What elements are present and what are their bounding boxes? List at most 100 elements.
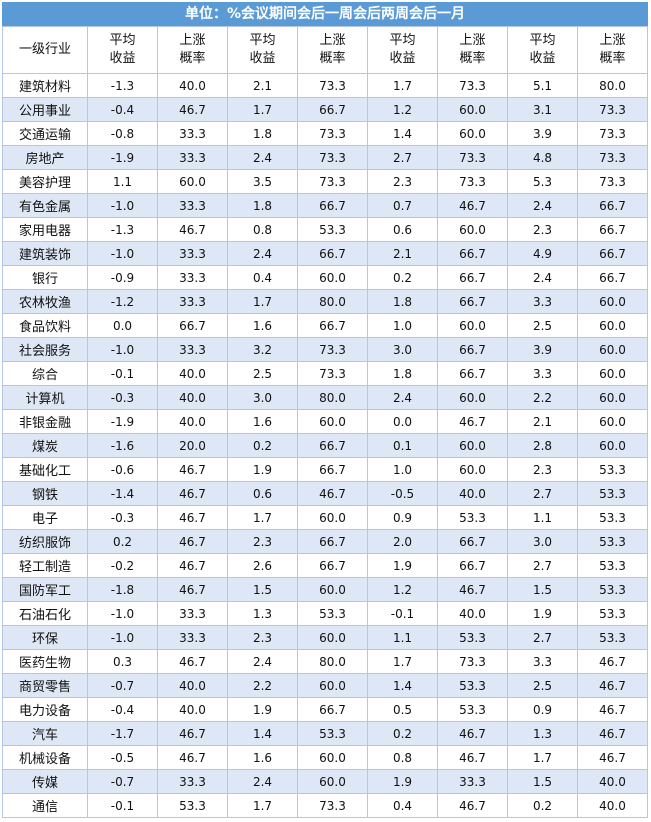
value-cell: 46.7 — [437, 793, 508, 818]
value-cell: 2.3 — [367, 169, 438, 194]
value-cell: 33.3 — [157, 769, 228, 794]
header-cell: 平均 收益 — [87, 26, 158, 74]
value-cell: -1.3 — [87, 217, 158, 242]
header-cell: 平均 收益 — [367, 26, 438, 74]
value-cell: 2.1 — [227, 73, 298, 98]
value-cell: 60.0 — [437, 97, 508, 122]
industry-name: 基础化工 — [2, 457, 88, 482]
value-cell: 46.7 — [437, 721, 508, 746]
header-row: 一级行业 平均 收益 上涨 概率 平均 收益 上涨 概率 平均 收益 上涨 概率 平均 收益 … — [2, 26, 648, 74]
value-cell: 2.4 — [507, 193, 578, 218]
industry-name: 家用电器 — [2, 217, 88, 242]
header-cell: 上涨 概率 — [297, 26, 368, 74]
value-cell: 80.0 — [297, 649, 368, 674]
industry-name: 社会服务 — [2, 337, 88, 362]
industry-name: 通信 — [2, 793, 88, 818]
value-cell: 53.3 — [577, 577, 648, 602]
value-cell: -1.0 — [87, 193, 158, 218]
value-cell: 60.0 — [577, 409, 648, 434]
industry-name: 公用事业 — [2, 97, 88, 122]
value-cell: 3.0 — [367, 337, 438, 362]
industry-name: 煤炭 — [2, 433, 88, 458]
industry-name: 钢铁 — [2, 481, 88, 506]
value-cell: 2.1 — [507, 409, 578, 434]
value-cell: 80.0 — [297, 385, 368, 410]
value-cell: 60.0 — [297, 745, 368, 770]
value-cell: 0.2 — [87, 529, 158, 554]
value-cell: 3.9 — [507, 121, 578, 146]
value-cell: 0.1 — [367, 433, 438, 458]
value-cell: 46.7 — [297, 481, 368, 506]
value-cell: 2.4 — [227, 649, 298, 674]
value-cell: -1.0 — [87, 337, 158, 362]
value-cell: 80.0 — [297, 289, 368, 314]
value-cell: 73.3 — [437, 145, 508, 170]
value-cell: 66.7 — [437, 553, 508, 578]
value-cell: 0.6 — [367, 217, 438, 242]
value-cell: 1.4 — [367, 121, 438, 146]
value-cell: 46.7 — [577, 745, 648, 770]
table-row: 基础化工 -0.6 46.7 1.9 66.7 1.0 60.0 2.3 53.3 — [2, 457, 648, 482]
value-cell: 3.0 — [227, 385, 298, 410]
value-cell: 73.3 — [437, 73, 508, 98]
value-cell: 66.7 — [577, 217, 648, 242]
value-cell: 3.1 — [507, 97, 578, 122]
industry-name: 食品饮料 — [2, 313, 88, 338]
value-cell: -1.3 — [87, 73, 158, 98]
industry-name: 传媒 — [2, 769, 88, 794]
value-cell: 1.4 — [367, 673, 438, 698]
value-cell: -0.5 — [87, 745, 158, 770]
value-cell: 0.9 — [507, 697, 578, 722]
table-row: 综合 -0.1 40.0 2.5 73.3 1.8 66.7 3.3 60.0 — [2, 361, 648, 386]
table-row: 家用电器 -1.3 46.7 0.8 53.3 0.6 60.0 2.3 66.7 — [2, 217, 648, 242]
value-cell: 46.7 — [157, 97, 228, 122]
value-cell: 73.3 — [437, 169, 508, 194]
value-cell: 66.7 — [577, 265, 648, 290]
value-cell: 1.7 — [227, 97, 298, 122]
value-cell: 53.3 — [577, 601, 648, 626]
value-cell: 0.2 — [507, 793, 578, 818]
industry-name: 轻工制造 — [2, 553, 88, 578]
value-cell: 0.0 — [367, 409, 438, 434]
value-cell: 80.0 — [577, 73, 648, 98]
value-cell: -1.9 — [87, 409, 158, 434]
industry-performance-table: 一级行业 平均 收益 上涨 概率 平均 收益 上涨 概率 平均 收益 上涨 概率 平均 收益 … — [2, 26, 648, 818]
value-cell: 66.7 — [297, 241, 368, 266]
value-cell: 2.7 — [367, 145, 438, 170]
value-cell: 66.7 — [297, 553, 368, 578]
value-cell: 2.7 — [507, 625, 578, 650]
value-cell: 46.7 — [437, 577, 508, 602]
value-cell: -0.1 — [87, 793, 158, 818]
value-cell: 53.3 — [577, 625, 648, 650]
value-cell: 1.7 — [507, 745, 578, 770]
header-cell: 平均 收益 — [507, 26, 578, 74]
value-cell: 33.3 — [157, 121, 228, 146]
value-cell: 66.7 — [297, 97, 368, 122]
value-cell: 60.0 — [437, 385, 508, 410]
value-cell: 2.3 — [507, 457, 578, 482]
value-cell: 2.5 — [227, 361, 298, 386]
value-cell: 1.2 — [367, 97, 438, 122]
value-cell: -0.4 — [87, 97, 158, 122]
value-cell: 2.3 — [227, 625, 298, 650]
value-cell: 4.9 — [507, 241, 578, 266]
value-cell: 73.3 — [297, 169, 368, 194]
value-cell: 1.8 — [367, 361, 438, 386]
table-row: 交通运输 -0.8 33.3 1.8 73.3 1.4 60.0 3.9 73.3 — [2, 121, 648, 146]
value-cell: 60.0 — [577, 313, 648, 338]
value-cell: 1.9 — [227, 457, 298, 482]
value-cell: 0.4 — [367, 793, 438, 818]
value-cell: 66.7 — [577, 193, 648, 218]
table-row: 商贸零售 -0.7 40.0 2.2 60.0 1.4 53.3 2.5 46.7 — [2, 673, 648, 698]
value-cell: 53.3 — [297, 601, 368, 626]
table-row: 公用事业 -0.4 46.7 1.7 66.7 1.2 60.0 3.1 73.3 — [2, 97, 648, 122]
value-cell: 3.3 — [507, 649, 578, 674]
value-cell: 66.7 — [157, 313, 228, 338]
value-cell: 5.1 — [507, 73, 578, 98]
table-row: 非银金融 -1.9 40.0 1.6 60.0 0.0 46.7 2.1 60.0 — [2, 409, 648, 434]
table-row: 建筑装饰 -1.0 33.3 2.4 66.7 2.1 66.7 4.9 66.7 — [2, 241, 648, 266]
value-cell: 40.0 — [577, 769, 648, 794]
table-row: 电子 -0.3 46.7 1.7 60.0 0.9 53.3 1.1 53.3 — [2, 505, 648, 530]
value-cell: 40.0 — [157, 361, 228, 386]
table-row: 建筑材料 -1.3 40.0 2.1 73.3 1.7 73.3 5.1 80.0 — [2, 73, 648, 98]
